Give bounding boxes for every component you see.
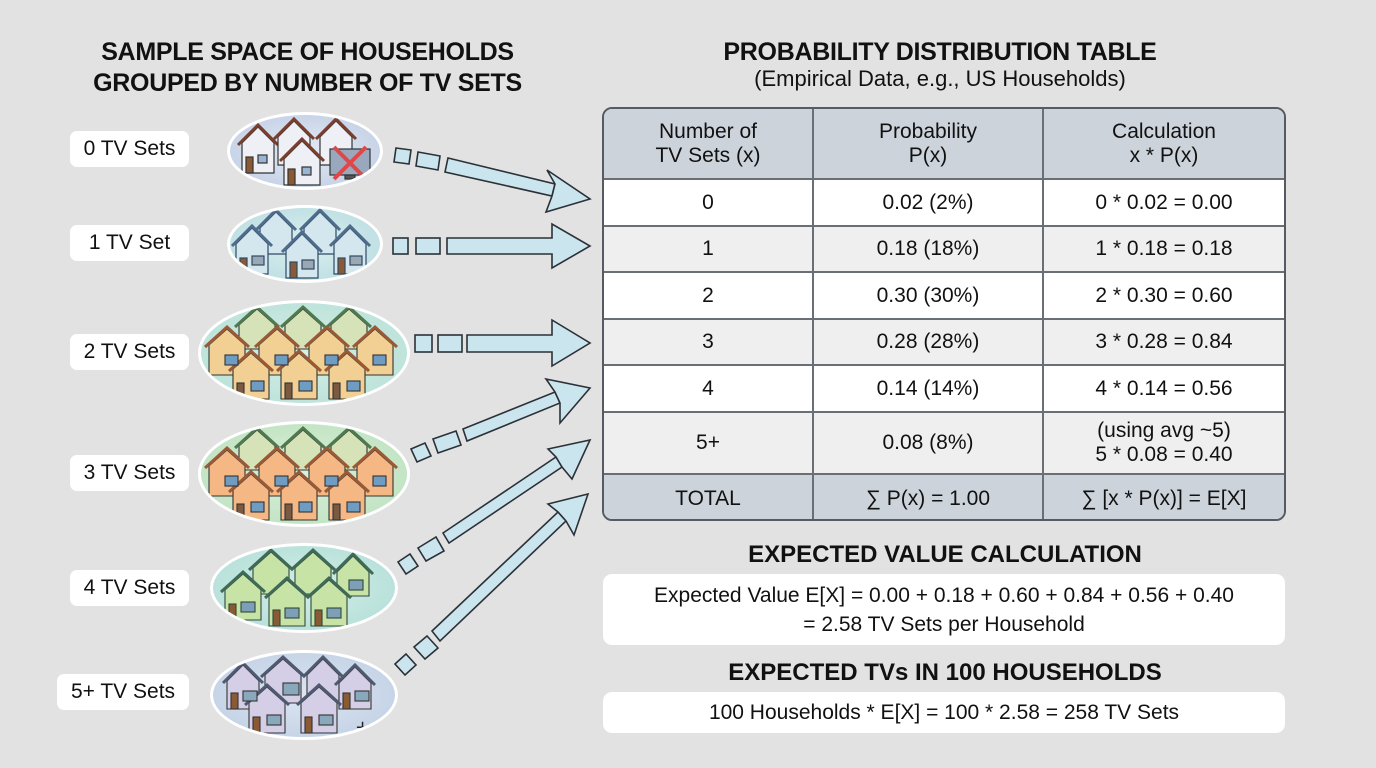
cell-probability: 0.30 (30%) [814, 273, 1044, 318]
cell-calculation: 4 * 0.14 = 0.56 [1095, 376, 1233, 400]
table-row: 3 0.28 (28%) 3 * 0.28 = 0.84 [604, 320, 1284, 366]
cell-x: 2 [604, 273, 814, 318]
arrow-2-icon [414, 318, 592, 368]
cell-probability: 0.08 (8%) [814, 413, 1044, 473]
group-label-2-tv: 2 TV Sets [70, 334, 189, 370]
group-label-3-tv: 3 TV Sets [70, 455, 189, 491]
cell-calculation: 0 * 0.02 = 0.00 [1095, 190, 1233, 214]
houses-one-tv-icon [227, 205, 383, 283]
expected-tvs-line1: 100 Households * E[X] = 100 * 2.58 = 258… [708, 701, 1180, 724]
cell-calculation: 2 * 0.30 = 0.60 [1095, 283, 1233, 307]
houses-five-plus-tv-icon: + [210, 650, 398, 740]
arrow-3-icon [409, 377, 592, 464]
cell-probability: 0.18 (18%) [814, 227, 1044, 271]
table-row: 0 0.02 (2%) 0 * 0.02 = 0.00 [604, 180, 1284, 227]
sample-space-title-line2: GROUPED BY NUMBER OF TV SETS [93, 69, 522, 97]
total-label: TOTAL [604, 475, 814, 519]
header-calculation: Calculation x * P(x) [1112, 119, 1216, 167]
expected-value-title: EXPECTED VALUE CALCULATION [748, 541, 1142, 568]
distribution-table-subtitle: (Empirical Data, e.g., US Households) [754, 66, 1126, 91]
sample-space-title-line1: SAMPLE SPACE OF HOUSEHOLDS [101, 38, 514, 66]
expected-value-box: Expected Value E[X] = 0.00 + 0.18 + 0.60… [603, 574, 1285, 645]
table-row: 2 0.30 (30%) 2 * 0.30 = 0.60 [604, 273, 1284, 320]
distribution-table-title: PROBABILITY DISTRIBUTION TABLE [723, 38, 1157, 66]
cell-probability: 0.02 (2%) [814, 180, 1044, 225]
arrow-0-icon [393, 147, 592, 214]
sample-space-title: SAMPLE SPACE OF HOUSEHOLDS GROUPED BY NU… [40, 37, 575, 99]
cell-x: 4 [604, 366, 814, 411]
group-label-5plus-tv: 5+ TV Sets [57, 674, 189, 710]
group-label-4-tv: 4 TV Sets [70, 570, 189, 606]
table-row: 5+ 0.08 (8%) (using avg ~5) 5 * 0.08 = 0.… [604, 413, 1284, 475]
cell-probability: 0.14 (14%) [814, 366, 1044, 411]
group-label-0-tv: 0 TV Sets [70, 131, 189, 167]
cell-calculation: 3 * 0.28 = 0.84 [1095, 330, 1233, 353]
cell-x: 1 [604, 227, 814, 271]
houses-three-tv-icon [198, 421, 410, 527]
cell-calculation: 1 * 0.18 = 0.18 [1095, 237, 1233, 260]
expected-tvs-title: EXPECTED TVs IN 100 HOUSEHOLDS [728, 659, 1162, 686]
total-calculation: ∑ [x * P(x)] = E[X] [1081, 487, 1247, 510]
expected-tvs-box: 100 Households * E[X] = 100 * 2.58 = 258… [603, 692, 1285, 733]
expected-value-line1: Expected Value E[X] = 0.00 + 0.18 + 0.60… [654, 584, 1234, 607]
cell-probability: 0.28 (28%) [814, 320, 1044, 364]
houses-two-tv-icon [198, 300, 410, 406]
header-number-of-tv-sets: Number of TV Sets (x) [604, 109, 814, 178]
arrow-5-icon [393, 492, 590, 677]
cell-x: 3 [604, 320, 814, 364]
group-label-1-tv: 1 TV Set [70, 225, 189, 261]
houses-no-tv-icon [227, 112, 383, 190]
table-header-row: Number of TV Sets (x) Probability P(x) Cal… [604, 109, 1284, 180]
total-probability: ∑ P(x) = 1.00 [814, 475, 1044, 519]
cell-x: 0 [604, 180, 814, 225]
arrow-4-icon [396, 438, 592, 576]
table-row: 4 0.14 (14%) 4 * 0.14 = 0.56 [604, 366, 1284, 413]
expected-value-line2: = 2.58 TV Sets per Household [803, 613, 1085, 636]
probability-distribution-table: Number of TV Sets (x) Probability P(x) Cal… [602, 107, 1286, 521]
table-total-row: TOTAL ∑ P(x) = 1.00 ∑ [x * P(x)] = E[X] [604, 475, 1284, 519]
arrow-1-icon [392, 222, 592, 270]
table-row: 1 0.18 (18%) 1 * 0.18 = 0.18 [604, 227, 1284, 273]
header-probability: Probability P(x) [814, 109, 1044, 178]
cell-x: 5+ [604, 413, 814, 473]
cell-calculation: (using avg ~5) 5 * 0.08 = 0.40 [1095, 419, 1233, 466]
houses-four-tv-icon [210, 543, 398, 633]
